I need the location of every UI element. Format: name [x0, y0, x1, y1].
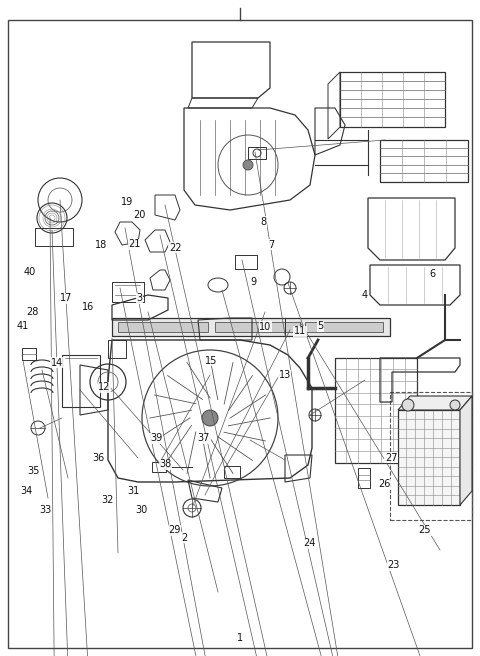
Bar: [112, 318, 390, 336]
Text: 9: 9: [251, 277, 256, 287]
Bar: [335, 358, 417, 463]
Text: 23: 23: [387, 560, 400, 571]
Text: 35: 35: [27, 466, 40, 476]
Text: 39: 39: [150, 433, 162, 443]
Polygon shape: [398, 396, 472, 410]
Bar: [22, 348, 36, 360]
Bar: [340, 72, 445, 127]
Text: 16: 16: [82, 302, 94, 312]
Bar: [35, 228, 73, 246]
Bar: [235, 255, 257, 269]
Text: 8: 8: [260, 216, 266, 227]
Text: 12: 12: [98, 382, 111, 392]
Bar: [224, 466, 240, 478]
Text: 4: 4: [362, 290, 368, 300]
Text: 36: 36: [92, 453, 105, 463]
Text: 32: 32: [102, 495, 114, 505]
Text: 1: 1: [237, 632, 243, 643]
Text: 27: 27: [385, 453, 397, 463]
Bar: [380, 140, 468, 182]
Text: 22: 22: [169, 243, 181, 253]
Text: 41: 41: [17, 321, 29, 331]
Bar: [112, 282, 144, 302]
Text: 40: 40: [24, 267, 36, 277]
Text: 24: 24: [303, 538, 316, 548]
Circle shape: [202, 410, 218, 426]
Text: 19: 19: [121, 197, 133, 207]
Text: 18: 18: [95, 239, 107, 250]
Text: 6: 6: [429, 269, 435, 279]
Text: 37: 37: [198, 433, 210, 443]
Text: 10: 10: [259, 321, 272, 332]
Bar: [390, 392, 472, 520]
Text: 31: 31: [127, 485, 140, 496]
Text: 2: 2: [181, 533, 188, 543]
Text: 28: 28: [26, 306, 39, 317]
Text: 21: 21: [128, 239, 141, 249]
Text: 17: 17: [60, 293, 72, 304]
Bar: [108, 340, 126, 358]
Text: 26: 26: [378, 479, 390, 489]
Text: 3: 3: [136, 293, 142, 304]
Text: 7: 7: [268, 239, 275, 250]
Bar: [305, 322, 383, 332]
Bar: [62, 355, 100, 407]
Text: 13: 13: [278, 370, 291, 380]
Text: 29: 29: [168, 525, 180, 535]
Circle shape: [243, 160, 253, 170]
Bar: [358, 468, 370, 488]
Text: 30: 30: [135, 505, 148, 516]
Text: 15: 15: [205, 356, 217, 366]
Text: 5: 5: [317, 321, 324, 331]
Text: 20: 20: [133, 210, 145, 220]
Circle shape: [450, 400, 460, 410]
Bar: [248, 147, 266, 159]
Text: 38: 38: [159, 459, 172, 470]
Polygon shape: [460, 396, 472, 505]
Bar: [118, 322, 208, 332]
Bar: [398, 410, 460, 505]
Text: 25: 25: [419, 525, 431, 535]
Text: 11: 11: [294, 326, 306, 337]
Circle shape: [402, 399, 414, 411]
Text: 33: 33: [39, 505, 52, 516]
Text: 14: 14: [50, 358, 63, 368]
Bar: [152, 462, 166, 472]
Bar: [215, 322, 300, 332]
Text: 34: 34: [20, 485, 33, 496]
